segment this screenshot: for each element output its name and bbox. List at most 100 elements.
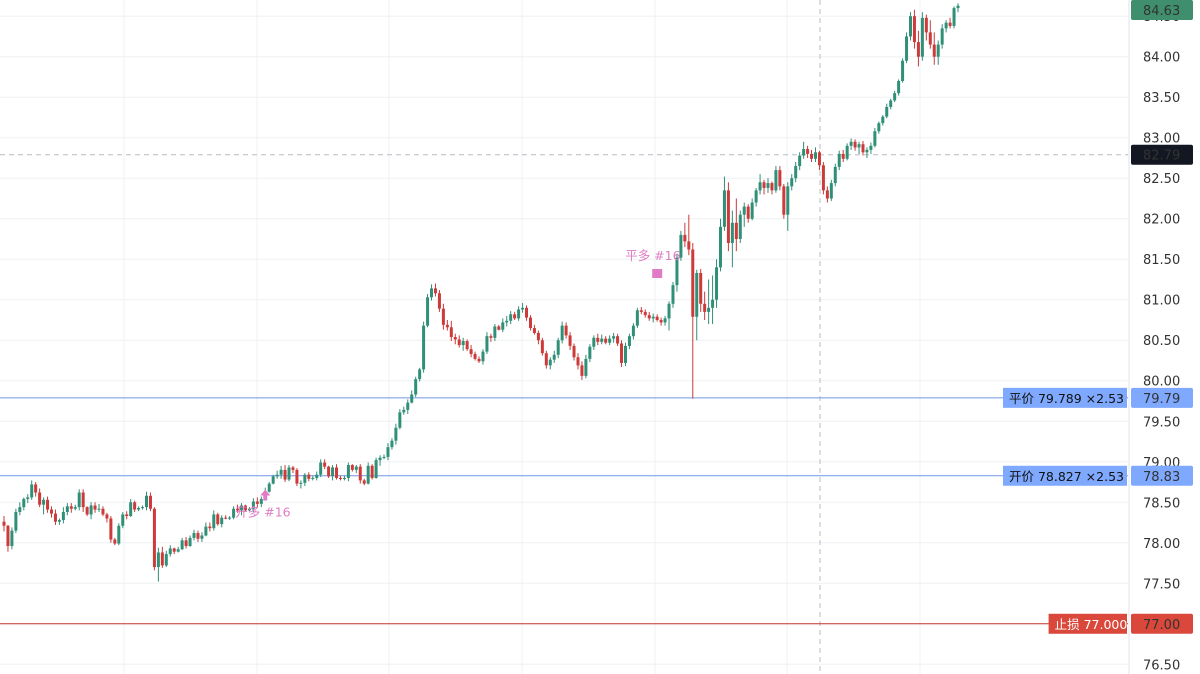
candle-body bbox=[426, 297, 430, 326]
candle-body bbox=[920, 17, 924, 57]
candle-body bbox=[113, 539, 117, 544]
candle-body bbox=[156, 552, 160, 568]
order-lines: 平价 79.789 ×2.53 开价 78.827 ×2.53 止损 77.000 bbox=[0, 387, 1128, 634]
candle-body bbox=[259, 499, 263, 504]
candle-body bbox=[414, 379, 418, 395]
candle-body bbox=[200, 535, 204, 539]
candle-body bbox=[422, 325, 426, 370]
price-tick-label: 83.50 bbox=[1143, 91, 1180, 106]
price-tick-label: 80.50 bbox=[1143, 334, 1180, 349]
candle-body bbox=[869, 145, 873, 150]
close-long-line-axis-tag bbox=[1131, 387, 1193, 408]
candle-body bbox=[924, 17, 928, 33]
candle-body bbox=[477, 358, 481, 362]
candle-body bbox=[457, 339, 461, 346]
candle-body bbox=[576, 357, 580, 366]
candle-body bbox=[616, 336, 620, 344]
candle-body bbox=[817, 152, 821, 166]
candle-body bbox=[346, 464, 350, 478]
candle-body bbox=[774, 170, 778, 191]
candle-body bbox=[141, 507, 145, 509]
candle-body bbox=[528, 317, 532, 329]
candle-body bbox=[525, 307, 529, 318]
candle-body bbox=[247, 508, 251, 511]
time-gridlines bbox=[123, 0, 921, 674]
candle-body bbox=[956, 5, 960, 9]
candle-body bbox=[865, 149, 869, 153]
candle-body bbox=[513, 314, 517, 319]
candle-body bbox=[794, 166, 798, 179]
candle-body bbox=[635, 310, 639, 326]
candle-body bbox=[299, 482, 303, 484]
candle-body bbox=[825, 190, 829, 199]
candle-body bbox=[485, 336, 489, 352]
candle-body bbox=[905, 36, 909, 61]
candle-body bbox=[216, 514, 220, 525]
candle-body bbox=[940, 28, 944, 45]
candle-body bbox=[374, 460, 378, 478]
candle-body bbox=[754, 190, 758, 203]
price-tick-label: 78.00 bbox=[1143, 537, 1180, 552]
candle-body bbox=[338, 477, 342, 479]
candle-body bbox=[742, 206, 746, 215]
candle-body bbox=[469, 349, 473, 355]
price-tick-label: 81.00 bbox=[1143, 294, 1180, 309]
open-long-marker-arrow-icon bbox=[260, 489, 271, 501]
candle-body bbox=[232, 508, 236, 518]
candle-body bbox=[857, 144, 861, 148]
candle-body bbox=[437, 293, 441, 309]
candle-body bbox=[303, 474, 307, 483]
chart-grid bbox=[0, 15, 1128, 665]
candle-body bbox=[497, 326, 501, 330]
candle-body bbox=[592, 337, 596, 347]
candle-body bbox=[366, 465, 370, 484]
candle-body bbox=[790, 178, 794, 187]
candle-body bbox=[307, 474, 311, 479]
candle-body bbox=[243, 505, 247, 511]
candle-body bbox=[643, 311, 647, 316]
candle-body bbox=[331, 467, 335, 477]
candle-body bbox=[81, 492, 85, 508]
candle-body bbox=[335, 467, 339, 478]
candle-body bbox=[319, 462, 323, 475]
candle-body bbox=[398, 412, 402, 428]
candle-body bbox=[453, 337, 457, 340]
candle-body bbox=[22, 499, 26, 508]
close-long-line-axis-label: 79.79 bbox=[1143, 392, 1180, 407]
price-tick-label: 84.00 bbox=[1143, 51, 1180, 66]
candle-body bbox=[544, 353, 548, 366]
candle-body bbox=[536, 332, 540, 341]
candle-body bbox=[251, 501, 255, 509]
candle-body bbox=[833, 166, 837, 184]
candle-body bbox=[145, 495, 149, 508]
price-axis-background bbox=[1129, 0, 1200, 674]
price-axis[interactable]: 84.5084.0083.5083.0082.5082.0081.5081.00… bbox=[1143, 10, 1180, 673]
candle-body bbox=[212, 514, 216, 529]
candle-body bbox=[129, 502, 133, 517]
price-tick-label: 82.50 bbox=[1143, 172, 1180, 187]
candle-body bbox=[69, 506, 73, 509]
candle-body bbox=[786, 186, 790, 215]
candle-body bbox=[105, 514, 109, 519]
candle-body bbox=[97, 508, 101, 510]
candle-body bbox=[778, 170, 782, 187]
candle-body bbox=[901, 60, 905, 82]
candle-body bbox=[93, 505, 97, 510]
candle-body bbox=[813, 152, 817, 159]
candle-body bbox=[311, 477, 315, 479]
candle-body bbox=[552, 354, 556, 360]
candle-body bbox=[711, 299, 715, 308]
candle-body bbox=[42, 499, 46, 505]
candle-body bbox=[449, 327, 453, 337]
candle-body bbox=[734, 222, 738, 239]
candle-body bbox=[667, 303, 671, 319]
candle-body bbox=[683, 234, 687, 242]
candle-body bbox=[829, 183, 833, 199]
candle-body bbox=[152, 508, 156, 568]
candle-body bbox=[600, 338, 604, 342]
candle-body bbox=[572, 345, 576, 358]
candle-body bbox=[548, 359, 552, 366]
candle-body bbox=[588, 346, 592, 359]
candle-body bbox=[275, 474, 279, 477]
